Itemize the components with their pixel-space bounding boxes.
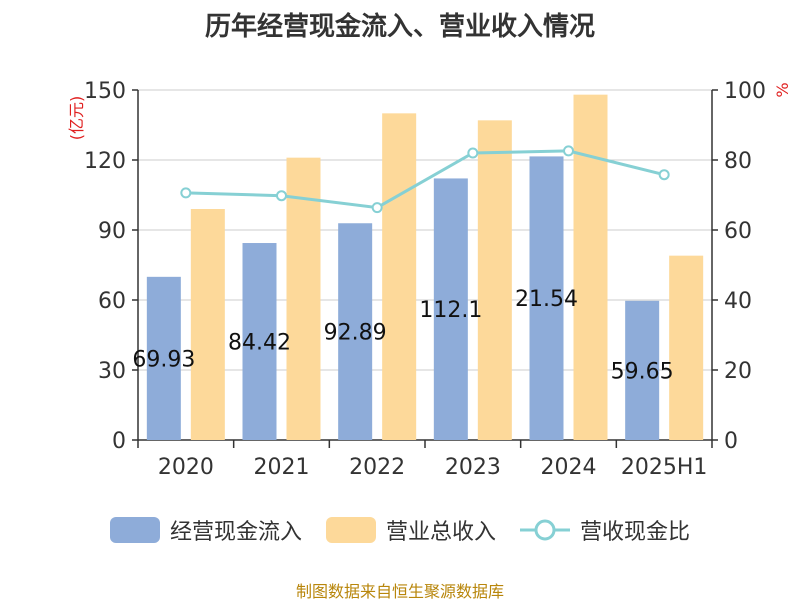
chart-title: 历年经营现金流入、营业收入情况 bbox=[204, 12, 595, 42]
data-label-cash-inflow: 21.54 bbox=[515, 287, 578, 312]
bar-revenue bbox=[382, 113, 417, 440]
x-tick-label: 2025H1 bbox=[621, 455, 708, 480]
x-tick-label: 2021 bbox=[254, 455, 310, 480]
y-left-tick-label: 120 bbox=[84, 149, 126, 174]
data-label-cash-inflow: 59.65 bbox=[611, 359, 674, 384]
bar-cash-inflow bbox=[338, 223, 373, 440]
point-ratio bbox=[658, 169, 670, 181]
bar-cash-inflow bbox=[242, 243, 277, 440]
legend: 经营现金流入 营业总收入 营收现金比 bbox=[0, 514, 800, 546]
x-tick-label: 2020 bbox=[158, 455, 214, 480]
legend-item-revenue[interactable]: 营业总收入 bbox=[325, 514, 496, 546]
y-right-tick-label: 20 bbox=[724, 359, 752, 384]
bar-cash-inflow bbox=[625, 300, 660, 440]
y-right-axis-unit: % bbox=[773, 82, 792, 97]
bar-revenue bbox=[477, 120, 512, 440]
bar-revenue bbox=[190, 209, 225, 440]
y-right-tick-label: 80 bbox=[724, 149, 752, 174]
data-label-cash-inflow: 69.93 bbox=[132, 347, 195, 372]
point-ratio bbox=[563, 145, 574, 157]
legend-swatch-revenue bbox=[325, 517, 376, 543]
y-right-tick-label: 60 bbox=[724, 219, 752, 244]
legend-label-revenue: 营业总收入 bbox=[385, 520, 496, 545]
line-ratio bbox=[185, 149, 665, 210]
legend-label-cash-inflow: 经营现金流入 bbox=[169, 520, 302, 545]
data-label-cash-inflow: 84.42 bbox=[228, 331, 291, 356]
legend-item-cash-inflow[interactable]: 经营现金流入 bbox=[109, 514, 302, 546]
y-right-tick-label: 0 bbox=[724, 429, 738, 454]
legend-line-icon bbox=[520, 519, 570, 541]
y-left-tick-label: 30 bbox=[98, 359, 126, 384]
y-right-tick-label: 100 bbox=[724, 79, 766, 104]
bar-revenue bbox=[286, 157, 321, 440]
data-source-note: 制图数据来自恒生聚源数据库 bbox=[295, 582, 504, 601]
point-ratio bbox=[371, 202, 383, 214]
bar-revenue bbox=[669, 255, 704, 440]
x-tick-label: 2024 bbox=[541, 455, 597, 480]
y-left-axis-unit: (亿元) bbox=[67, 96, 86, 141]
point-ratio bbox=[467, 147, 479, 159]
bar-revenue bbox=[573, 94, 608, 441]
legend-swatch-cash-inflow bbox=[109, 517, 160, 543]
y-left-tick-label: 0 bbox=[112, 429, 126, 454]
y-left-tick-label: 90 bbox=[98, 219, 126, 244]
bar-cash-inflow bbox=[146, 276, 181, 440]
x-tick-label: 2023 bbox=[445, 455, 501, 480]
y-left-tick-label: 150 bbox=[84, 79, 126, 104]
y-left-tick-label: 60 bbox=[98, 289, 126, 314]
legend-label-ratio: 营收现金比 bbox=[580, 520, 691, 545]
bar-cash-inflow bbox=[433, 178, 468, 440]
legend-item-ratio[interactable]: 营收现金比 bbox=[520, 514, 690, 546]
point-ratio bbox=[276, 190, 287, 202]
point-ratio bbox=[180, 187, 192, 199]
x-tick-label: 2022 bbox=[349, 455, 405, 480]
data-label-cash-inflow: 92.89 bbox=[324, 321, 387, 346]
data-label-cash-inflow: 112.1 bbox=[419, 298, 482, 323]
y-right-tick-label: 40 bbox=[724, 289, 752, 314]
bar-cash-inflow bbox=[529, 156, 564, 440]
